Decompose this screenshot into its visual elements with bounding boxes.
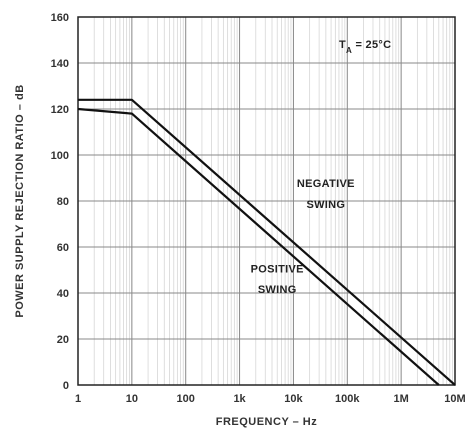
x-tick-label: 10k <box>284 393 303 405</box>
tick-labels: 1 10 100 1k 10k 100k 1M 10M 0 20 40 60 80 100 120 140 16… <box>51 12 466 405</box>
x-tick-label: 100 <box>177 393 195 405</box>
y-tick-label: 100 <box>51 150 69 162</box>
y-tick-label: 120 <box>51 104 69 116</box>
annotation-label: POSITIVE <box>251 263 304 275</box>
x-tick-label: 1M <box>393 393 408 405</box>
x-tick-label: 10M <box>444 393 465 405</box>
grid <box>78 17 455 385</box>
x-axis-label: FREQUENCY – Hz <box>216 416 318 428</box>
y-tick-label: 80 <box>57 196 69 208</box>
y-tick-label: 60 <box>57 242 69 254</box>
y-tick-label: 40 <box>57 288 69 300</box>
annotation-label: SWING <box>258 284 297 296</box>
x-tick-label: 100k <box>335 393 360 405</box>
x-tick-label: 1 <box>75 393 81 405</box>
y-tick-label: 20 <box>57 334 69 346</box>
annotation-label: NEGATIVE <box>297 178 355 190</box>
y-tick-label: 160 <box>51 12 69 24</box>
y-tick-label: 0 <box>63 380 69 392</box>
y-tick-label: 140 <box>51 58 69 70</box>
x-tick-label: 10 <box>126 393 138 405</box>
x-tick-label: 1k <box>233 393 246 405</box>
annotation-label: SWING <box>306 199 345 211</box>
y-axis-label: POWER SUPPLY REJECTION RATIO – dB <box>14 84 26 317</box>
